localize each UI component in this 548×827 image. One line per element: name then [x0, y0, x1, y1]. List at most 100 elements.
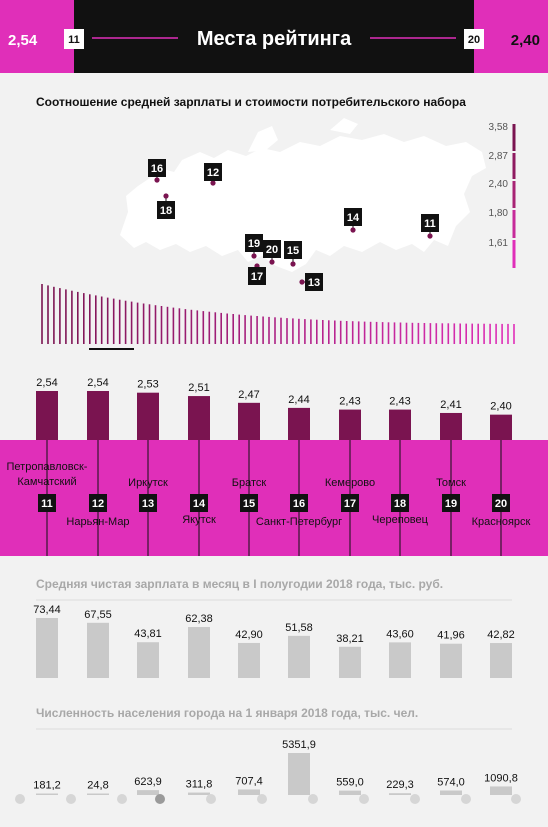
- population-bar: [288, 753, 310, 795]
- salary-bar: [87, 622, 109, 678]
- city-band: [0, 440, 548, 556]
- ratio-bar: [490, 414, 512, 440]
- ratio-value-label: 2,54: [36, 377, 57, 389]
- population-value-label: 1090,8: [484, 772, 518, 784]
- scale-label: 3,58: [489, 122, 509, 133]
- pager-dot: [155, 794, 165, 804]
- population-bar: [36, 793, 58, 795]
- ratio-bar: [36, 391, 58, 440]
- ratio-scale-legend: 3,58 2,87 2,40 1,80 1,61: [489, 122, 516, 268]
- ratio-value-label: 2,44: [288, 394, 309, 406]
- ratio-value-label: 2,43: [389, 396, 410, 408]
- map-marker-dot: [154, 177, 160, 183]
- city-name: Санкт-Петербург: [256, 516, 342, 528]
- salary-chart: 73,44 67,55 43,81 62,38 42,90 51,58 38,21 43,60…: [33, 604, 515, 678]
- city-rank-box: [139, 494, 157, 512]
- map-marker-box: [421, 214, 439, 232]
- ratio-bar: [339, 409, 361, 440]
- city-rank-label: 16: [293, 498, 305, 510]
- map-marker-label: 19: [248, 238, 260, 250]
- city-rank: 13: [139, 494, 157, 512]
- city-rank: 16: [290, 494, 308, 512]
- pager-dot: [359, 794, 369, 804]
- population-section-title: Численность населения города на 1 января…: [36, 706, 418, 720]
- salary-bar: [137, 642, 159, 678]
- header-right-rank-box: [464, 29, 484, 49]
- population-bar: [137, 790, 159, 795]
- map-marker-dot: [427, 233, 433, 239]
- population-value-label: 559,0: [336, 777, 364, 789]
- ratio-bar: [440, 412, 462, 440]
- city-name: Иркутск: [128, 477, 168, 489]
- city-name: Братск: [232, 477, 267, 489]
- map-marker: 11: [421, 214, 439, 239]
- map-marker-dot: [269, 259, 275, 265]
- salary-value-label: 73,44: [33, 604, 61, 616]
- map-marker-label: 12: [207, 167, 219, 179]
- pager-dot: [117, 794, 127, 804]
- population-value-label: 311,8: [186, 779, 213, 791]
- pager-dot: [461, 794, 471, 804]
- ratio-bar: [389, 409, 411, 440]
- city-rank: 18: [391, 494, 409, 512]
- city-name: Кемерово: [325, 477, 375, 489]
- population-value-label: 623,9: [134, 776, 162, 788]
- scale-label: 1,61: [489, 238, 509, 249]
- salary-value-label: 62,38: [185, 613, 213, 625]
- scale-label: 1,80: [489, 208, 509, 219]
- pager-dot: [206, 794, 216, 804]
- scale-label: 2,40: [489, 179, 509, 190]
- city-rank: 14: [190, 494, 208, 512]
- salary-value-label: 43,81: [134, 628, 162, 640]
- scale-label: 2,87: [489, 151, 509, 162]
- population-bar: [490, 786, 512, 795]
- salary-value-label: 43,60: [386, 628, 414, 640]
- city-rank-box: [290, 494, 308, 512]
- salary-value-label: 41,96: [437, 630, 465, 642]
- salary-bar: [188, 627, 210, 678]
- ratio-section-title: Соотношение средней зарплаты и стоимости…: [36, 95, 466, 109]
- city-rank: 17: [341, 494, 359, 512]
- header-bar: [0, 0, 548, 73]
- city-rank-box: [89, 494, 107, 512]
- city-name: Якутск: [182, 514, 216, 526]
- map-marker-label: 15: [287, 245, 299, 257]
- ratio-bar: [188, 396, 210, 440]
- header-right-panel: [474, 0, 548, 73]
- city-labels: 11 Петропавловск- Камчатский 12 Нарьян-Мар 13…: [7, 440, 531, 556]
- ratio-bar: [87, 391, 109, 440]
- city-rank-box: [492, 494, 510, 512]
- map-marker-label: 11: [424, 218, 436, 230]
- pager-dot: [511, 794, 521, 804]
- map-marker-box: [148, 159, 166, 177]
- header-right-rank: 20: [468, 34, 480, 46]
- city-rank-box: [341, 494, 359, 512]
- map-marker: 14: [344, 208, 362, 233]
- city-rank-box: [240, 494, 258, 512]
- map-marker-label: 13: [308, 277, 320, 289]
- city-rank-box: [391, 494, 409, 512]
- population-value-label: 24,8: [87, 780, 108, 792]
- salary-bar: [339, 646, 361, 678]
- salary-bar: [288, 635, 310, 678]
- population-value-label: 707,4: [235, 775, 263, 787]
- map-marker: 12: [204, 163, 222, 186]
- map-marker: 16: [148, 159, 166, 183]
- map-marker-box: [284, 241, 302, 259]
- map-marker-label: 20: [266, 244, 278, 256]
- ranking-strip: [41, 284, 515, 344]
- city-rank-label: 12: [92, 498, 104, 510]
- salary-bar: [238, 642, 260, 678]
- city-name: Томск: [436, 477, 466, 489]
- header-right-value: 2,40: [511, 32, 540, 49]
- map-marker-dot: [299, 279, 305, 285]
- pager-dot: [66, 794, 76, 804]
- city-rank-label: 13: [142, 498, 154, 510]
- city-rank: 19: [442, 494, 460, 512]
- salary-value-label: 42,82: [487, 629, 515, 641]
- salary-bar: [490, 643, 512, 678]
- map-markers: 16 12 18 14 11 19 20 15 17 13: [148, 159, 439, 291]
- city-rank: 15: [240, 494, 258, 512]
